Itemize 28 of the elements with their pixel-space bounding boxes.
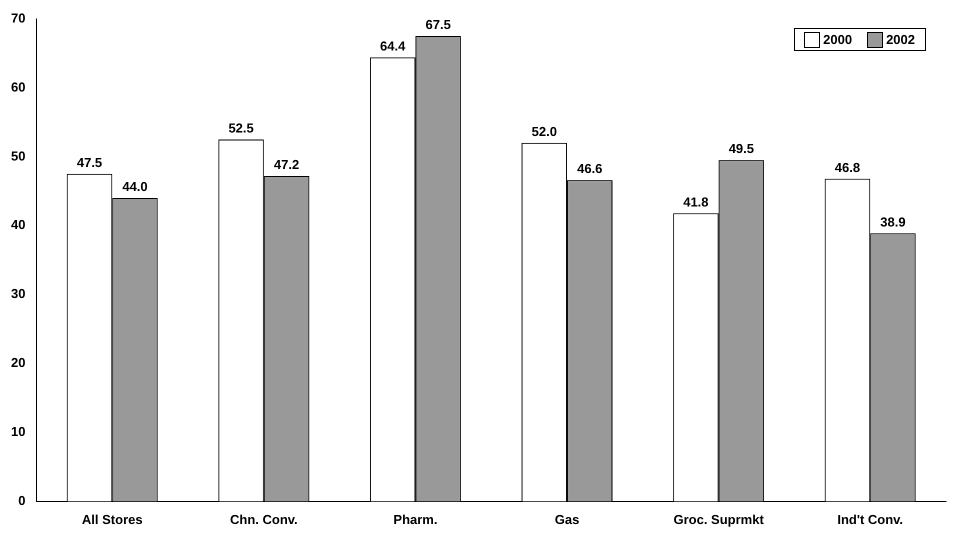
y-tick-label: 60 [10,79,26,94]
x-tick-label: Pharm. [393,512,438,527]
data-label: 47.5 [76,155,102,170]
data-label: 49.5 [728,141,754,156]
y-tick-label: 0 [18,492,26,508]
y-tick-label: 40 [10,217,26,232]
data-label: 41.8 [683,194,709,210]
data-label: 52.0 [532,124,557,139]
y-tick-label: 10 [10,424,26,440]
x-tick-label: Ind't Conv. [837,512,904,527]
data-label: 46.6 [577,161,602,176]
y-tick-label: 50 [10,148,26,164]
data-label: 67.5 [426,17,451,32]
y-tick-label: 70 [10,10,26,26]
x-tick-label: Groc. Suprmkt [673,512,764,527]
data-label: 64.4 [380,38,406,54]
y-tick-label: 20 [10,355,26,370]
data-label: 52.5 [228,120,254,136]
legend-label: 2000 [823,32,852,47]
data-label: 47.2 [274,157,300,172]
legend-label: 2002 [886,32,915,47]
data-label: 46.8 [834,160,860,175]
data-label: 44.0 [122,179,148,194]
x-tick-label: Gas [554,512,580,527]
x-tick-label: Chn. Conv. [230,512,298,527]
data-label: 38.9 [880,214,906,230]
y-tick-label: 30 [10,286,26,302]
x-tick-label: All Stores [82,512,143,527]
